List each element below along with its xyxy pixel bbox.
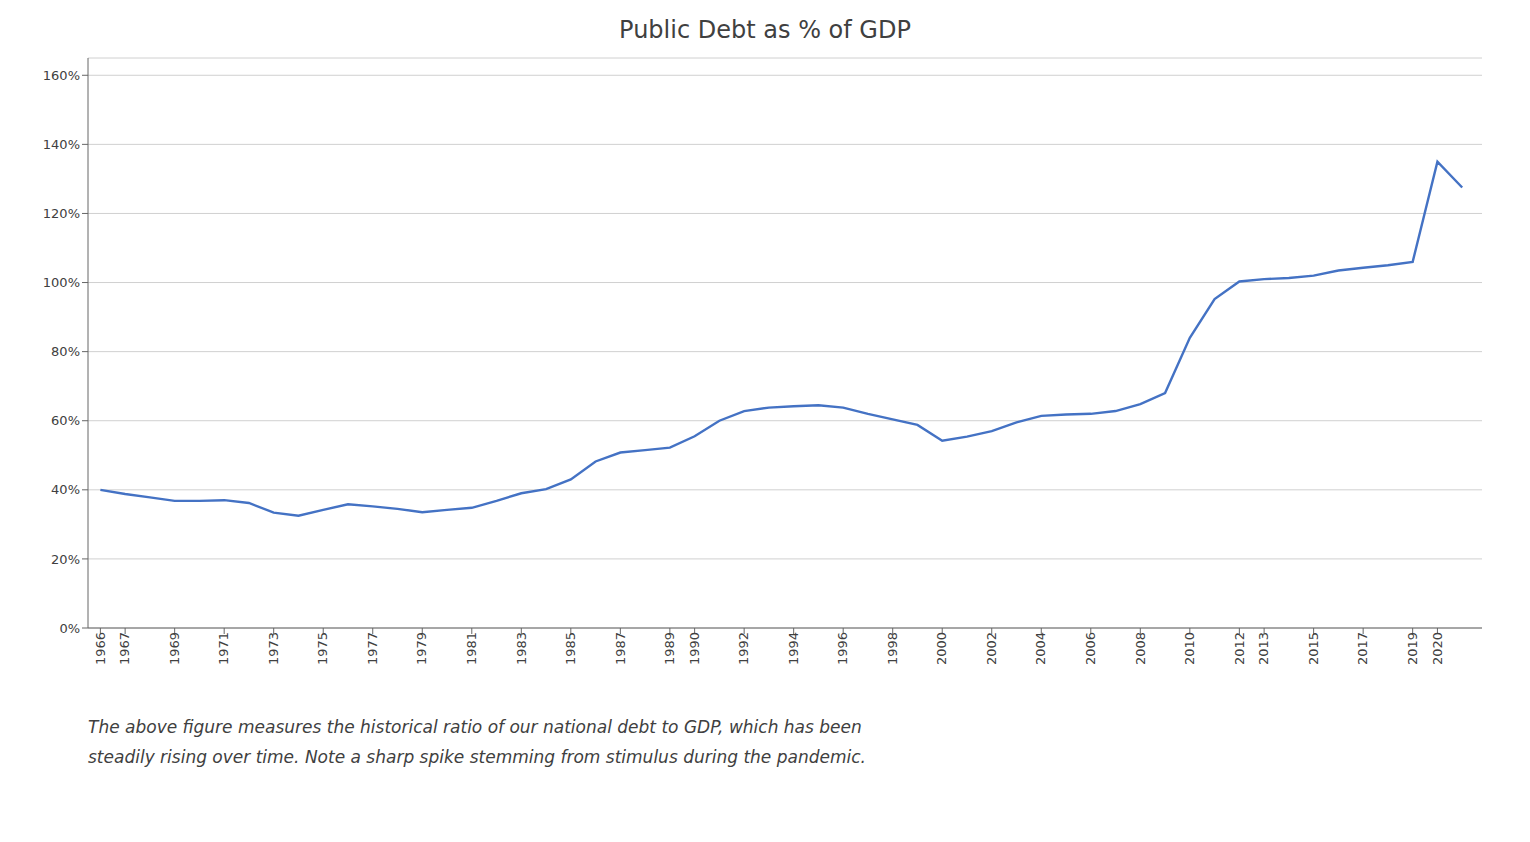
svg-text:2010: 2010: [1182, 632, 1197, 665]
svg-text:1998: 1998: [885, 632, 900, 665]
svg-text:1969: 1969: [167, 632, 182, 665]
svg-text:2013: 2013: [1256, 632, 1271, 665]
svg-text:1992: 1992: [736, 632, 751, 665]
svg-text:1977: 1977: [365, 632, 380, 665]
svg-text:2020: 2020: [1430, 632, 1445, 665]
svg-text:2015: 2015: [1306, 632, 1321, 665]
svg-text:60%: 60%: [51, 413, 80, 428]
svg-text:1973: 1973: [266, 632, 281, 665]
svg-text:2012: 2012: [1232, 632, 1247, 665]
svg-text:1967: 1967: [117, 632, 132, 665]
svg-text:1994: 1994: [786, 632, 801, 665]
html-text:steadily rising over time. Not: steadily rising over time. Note a sharp …: [88, 747, 866, 767]
svg-text:100%: 100%: [43, 275, 80, 290]
svg-text:40%: 40%: [51, 482, 80, 497]
svg-text:2008: 2008: [1133, 632, 1148, 665]
svg-text:120%: 120%: [43, 206, 80, 221]
svg-text:2017: 2017: [1355, 632, 1370, 665]
svg-text:1966: 1966: [93, 632, 108, 665]
svg-text:0%: 0%: [59, 621, 80, 636]
svg-text:80%: 80%: [51, 344, 80, 359]
html-text:Public Debt as % of GDP: Public Debt as % of GDP: [619, 16, 911, 44]
svg-text:1981: 1981: [464, 632, 479, 665]
svg-text:2006: 2006: [1083, 632, 1098, 665]
svg-text:140%: 140%: [43, 137, 80, 152]
svg-text:2019: 2019: [1405, 632, 1420, 665]
svg-text:160%: 160%: [43, 68, 80, 83]
svg-text:2000: 2000: [934, 632, 949, 665]
svg-text:2004: 2004: [1033, 632, 1048, 665]
svg-text:1979: 1979: [414, 632, 429, 665]
svg-text:1985: 1985: [563, 632, 578, 665]
svg-text:20%: 20%: [51, 552, 80, 567]
svg-text:1989: 1989: [662, 632, 677, 665]
svg-text:1990: 1990: [687, 632, 702, 665]
svg-text:1983: 1983: [514, 632, 529, 665]
svg-text:1996: 1996: [835, 632, 850, 665]
svg-text:1975: 1975: [315, 632, 330, 665]
svg-text:2002: 2002: [984, 632, 999, 665]
html-text:The above figure measures the: The above figure measures the historical…: [88, 717, 862, 737]
svg-text:1987: 1987: [613, 632, 628, 665]
svg-text:1971: 1971: [216, 632, 231, 665]
